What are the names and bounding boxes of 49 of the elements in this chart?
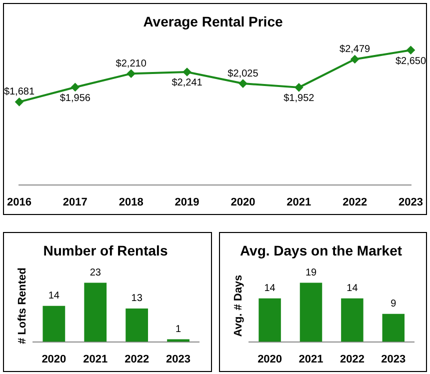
bar xyxy=(42,306,66,342)
x-tick-label: 2023 xyxy=(398,196,424,208)
x-tick-label: 2023 xyxy=(166,353,191,366)
data-label: $1,956 xyxy=(60,92,91,104)
point xyxy=(294,83,303,92)
data-label: $2,650 xyxy=(395,56,426,67)
x-tick-label: 2023 xyxy=(381,353,406,366)
chart-title: Avg. Days on the Market xyxy=(240,242,402,258)
x-tick-label: 2020 xyxy=(258,353,282,366)
data-label: $1,681 xyxy=(4,86,35,98)
data-label: $2,025 xyxy=(228,68,259,80)
data-label: 14 xyxy=(346,283,358,294)
data-label: $1,952 xyxy=(284,93,315,104)
point xyxy=(127,70,136,78)
bar xyxy=(126,308,148,342)
bar xyxy=(84,282,107,342)
data-label: 23 xyxy=(90,268,102,279)
data-label: 9 xyxy=(390,298,397,310)
point xyxy=(238,80,247,88)
x-tick-label: 2022 xyxy=(340,353,364,366)
data-label: 13 xyxy=(131,293,143,304)
x-tick-label: 2021 xyxy=(286,196,312,208)
point xyxy=(71,83,80,92)
data-label: $2,210 xyxy=(116,58,147,70)
bar xyxy=(167,339,190,342)
data-label: 1 xyxy=(175,324,182,335)
data-label: 14 xyxy=(264,283,276,294)
x-tick-label: 2022 xyxy=(124,353,150,366)
point xyxy=(15,98,24,106)
data-label: 19 xyxy=(305,268,317,279)
chart-title: Number of Rentals xyxy=(43,242,168,258)
x-tick-label: 2021 xyxy=(298,353,324,366)
x-tick-label: 2022 xyxy=(342,196,368,208)
point xyxy=(350,55,359,64)
y-axis-title: # Lofts Rented xyxy=(16,268,29,344)
x-tick-label: 2021 xyxy=(83,353,108,366)
chart-title: Average Rental Price xyxy=(143,13,283,30)
data-label: $2,479 xyxy=(340,44,371,56)
point xyxy=(406,46,415,54)
x-tick-label: 2018 xyxy=(118,196,144,208)
data-label: $2,241 xyxy=(172,78,203,89)
data-label: 14 xyxy=(48,290,60,302)
x-tick-label: 2020 xyxy=(230,196,256,208)
x-tick-label: 2020 xyxy=(42,353,66,366)
y-axis-title: Avg. # Days xyxy=(232,274,245,337)
x-tick-label: 2016 xyxy=(6,196,32,208)
x-tick-label: 2019 xyxy=(174,196,200,208)
point xyxy=(183,68,192,76)
x-tick-label: 2017 xyxy=(62,196,88,208)
